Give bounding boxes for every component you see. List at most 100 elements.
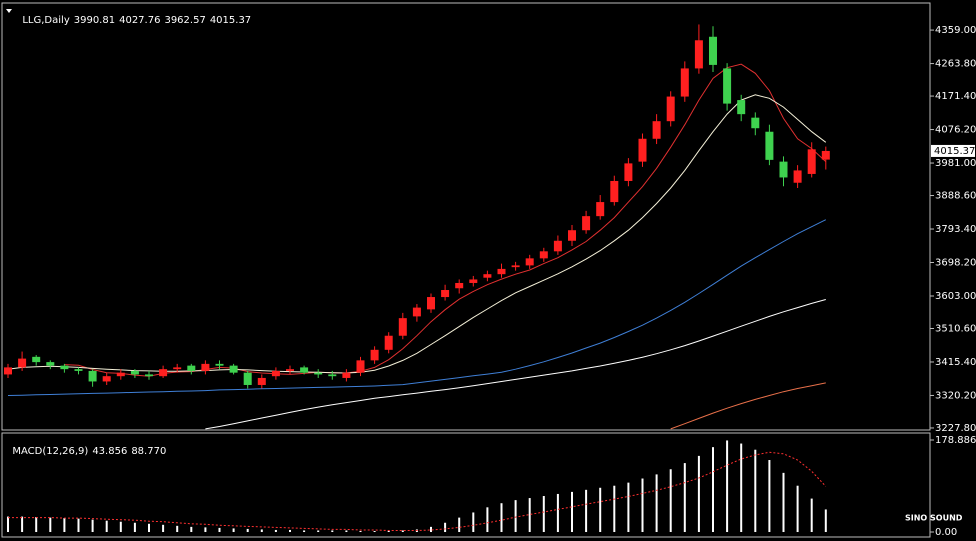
candle-body — [187, 365, 196, 371]
macd-bar — [232, 528, 235, 533]
candle-body — [582, 216, 591, 231]
candle-body — [328, 374, 337, 377]
moving-average — [7, 219, 827, 396]
candle-body — [342, 372, 351, 378]
y-tick-label: 4263.80 — [935, 59, 976, 70]
macd-bar — [712, 447, 714, 533]
macd-bar — [190, 526, 193, 533]
macd-bar — [655, 474, 658, 533]
candle-body — [18, 358, 27, 368]
macd-bar — [274, 529, 277, 533]
macd-bar — [768, 460, 771, 533]
candle-body — [694, 40, 703, 69]
macd-bar — [599, 487, 602, 533]
macd-bar — [458, 517, 461, 533]
candle-body — [455, 282, 464, 289]
macd-bar — [317, 530, 320, 533]
macd-bar — [627, 482, 630, 533]
candle-body — [384, 335, 393, 350]
candle-body — [469, 279, 478, 283]
macd-bar — [246, 528, 249, 533]
candle-body — [441, 290, 450, 298]
close-value: 4015.37 — [209, 15, 252, 26]
symbol: LLG,Daily — [22, 15, 70, 26]
macd-bar — [824, 509, 827, 533]
macd-bar — [472, 512, 475, 533]
y-tick-label: 4359.00 — [935, 25, 976, 36]
candle-body — [427, 297, 435, 310]
candle-body — [271, 370, 280, 377]
macd-bar — [810, 498, 813, 533]
candle-body — [145, 374, 153, 377]
candle-body — [751, 117, 760, 129]
macd-bar — [49, 517, 52, 533]
macd-bar — [289, 529, 291, 533]
candle-body — [709, 36, 717, 65]
macd-bar — [21, 516, 24, 533]
candle-body — [356, 360, 365, 373]
candle-body — [525, 258, 534, 266]
y-tick-label: 3415.40 — [935, 357, 976, 368]
candle-body — [243, 372, 252, 385]
y-tick-label: 178.886 — [935, 435, 976, 446]
candle-body — [680, 68, 689, 97]
macd-bar — [35, 517, 38, 533]
macd-bar — [7, 516, 9, 533]
moving-average — [205, 299, 826, 430]
candle-body — [821, 150, 830, 160]
y-tick-label: 3698.20 — [935, 258, 976, 269]
macd-bar — [204, 527, 207, 533]
candle-body — [46, 362, 55, 366]
macd-bar — [133, 522, 136, 533]
macd-bar — [303, 530, 306, 533]
candle-body — [539, 251, 548, 259]
macd-bar — [486, 507, 489, 533]
moving-average — [670, 382, 826, 430]
candle-body — [737, 100, 746, 115]
candle-body — [257, 377, 266, 385]
candle-body — [88, 370, 97, 382]
macd-bar — [260, 529, 263, 533]
macd-bar — [77, 518, 80, 533]
candle-body — [596, 202, 605, 217]
candle-body — [765, 131, 774, 160]
y-tick-label: 3320.20 — [935, 390, 976, 401]
candle-body — [229, 365, 238, 373]
macd-bar — [218, 527, 221, 533]
candle-body — [412, 307, 421, 317]
candle-body — [807, 149, 816, 174]
candle-body — [201, 363, 210, 371]
signal-value: 88.770 — [131, 446, 167, 457]
y-tick-label: 3227.80 — [935, 423, 976, 434]
candle-body — [159, 369, 168, 377]
macd-bar — [430, 526, 432, 533]
y-tick-label: 4076.20 — [935, 125, 976, 136]
candle-body — [511, 265, 520, 268]
price-panel — [1, 2, 931, 431]
moving-average — [64, 63, 827, 377]
macd-bar — [401, 530, 404, 533]
macd-bar — [528, 498, 531, 533]
macd-bar — [697, 455, 700, 533]
y-tick-label: 3603.00 — [935, 291, 976, 302]
candle-body — [553, 240, 562, 252]
candle-body — [497, 268, 506, 275]
macd-bar — [641, 478, 644, 533]
candle-body — [568, 230, 576, 241]
macd-bar — [571, 491, 573, 533]
candle-body — [300, 367, 309, 373]
macd-bar — [148, 523, 150, 533]
candle-body — [116, 372, 125, 377]
moving-average — [7, 94, 827, 374]
candle-body — [624, 163, 633, 181]
candle-body — [74, 369, 83, 371]
last-price-label: 4015.37 — [934, 146, 975, 157]
candle-body — [793, 170, 802, 183]
macd-bar — [91, 519, 94, 533]
candle-body — [666, 96, 675, 122]
y-tick-label: 3981.00 — [935, 158, 976, 169]
candle-body — [314, 372, 323, 375]
macd-bar — [782, 472, 785, 533]
